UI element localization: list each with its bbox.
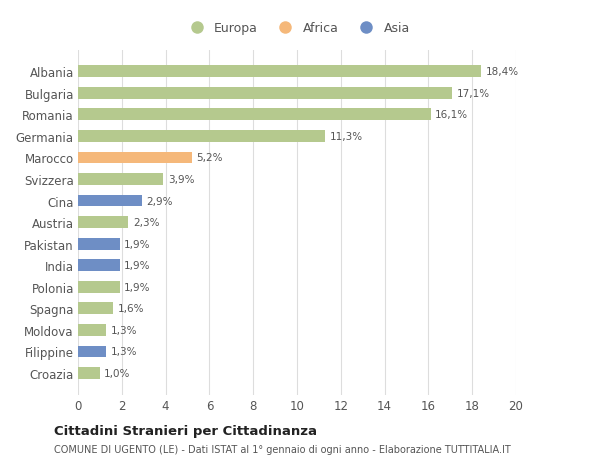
Bar: [78, 131, 325, 142]
Bar: [78, 174, 163, 185]
Text: 1,9%: 1,9%: [124, 261, 151, 271]
Text: Cittadini Stranieri per Cittadinanza: Cittadini Stranieri per Cittadinanza: [54, 425, 317, 437]
Text: 17,1%: 17,1%: [457, 89, 490, 99]
Text: 5,2%: 5,2%: [196, 153, 223, 163]
Bar: [78, 109, 431, 121]
Text: 11,3%: 11,3%: [330, 132, 363, 141]
Text: 1,9%: 1,9%: [124, 239, 151, 249]
Text: 16,1%: 16,1%: [435, 110, 468, 120]
Text: 1,0%: 1,0%: [104, 368, 131, 378]
Text: 18,4%: 18,4%: [485, 67, 518, 77]
Bar: [78, 152, 192, 164]
Text: 1,9%: 1,9%: [124, 282, 151, 292]
Bar: [78, 217, 128, 229]
Bar: [78, 346, 106, 358]
Legend: Europa, Africa, Asia: Europa, Africa, Asia: [184, 22, 410, 35]
Text: COMUNE DI UGENTO (LE) - Dati ISTAT al 1° gennaio di ogni anno - Elaborazione TUT: COMUNE DI UGENTO (LE) - Dati ISTAT al 1°…: [54, 444, 511, 454]
Bar: [78, 66, 481, 78]
Bar: [78, 260, 119, 272]
Bar: [78, 281, 119, 293]
Bar: [78, 88, 452, 100]
Text: 2,3%: 2,3%: [133, 218, 159, 228]
Text: 1,3%: 1,3%: [111, 347, 137, 357]
Text: 1,6%: 1,6%: [118, 304, 144, 313]
Text: 2,9%: 2,9%: [146, 196, 172, 206]
Bar: [78, 303, 113, 314]
Text: 3,9%: 3,9%: [168, 174, 194, 185]
Bar: [78, 324, 106, 336]
Bar: [78, 195, 142, 207]
Bar: [78, 238, 119, 250]
Bar: [78, 367, 100, 379]
Text: 1,3%: 1,3%: [111, 325, 137, 335]
